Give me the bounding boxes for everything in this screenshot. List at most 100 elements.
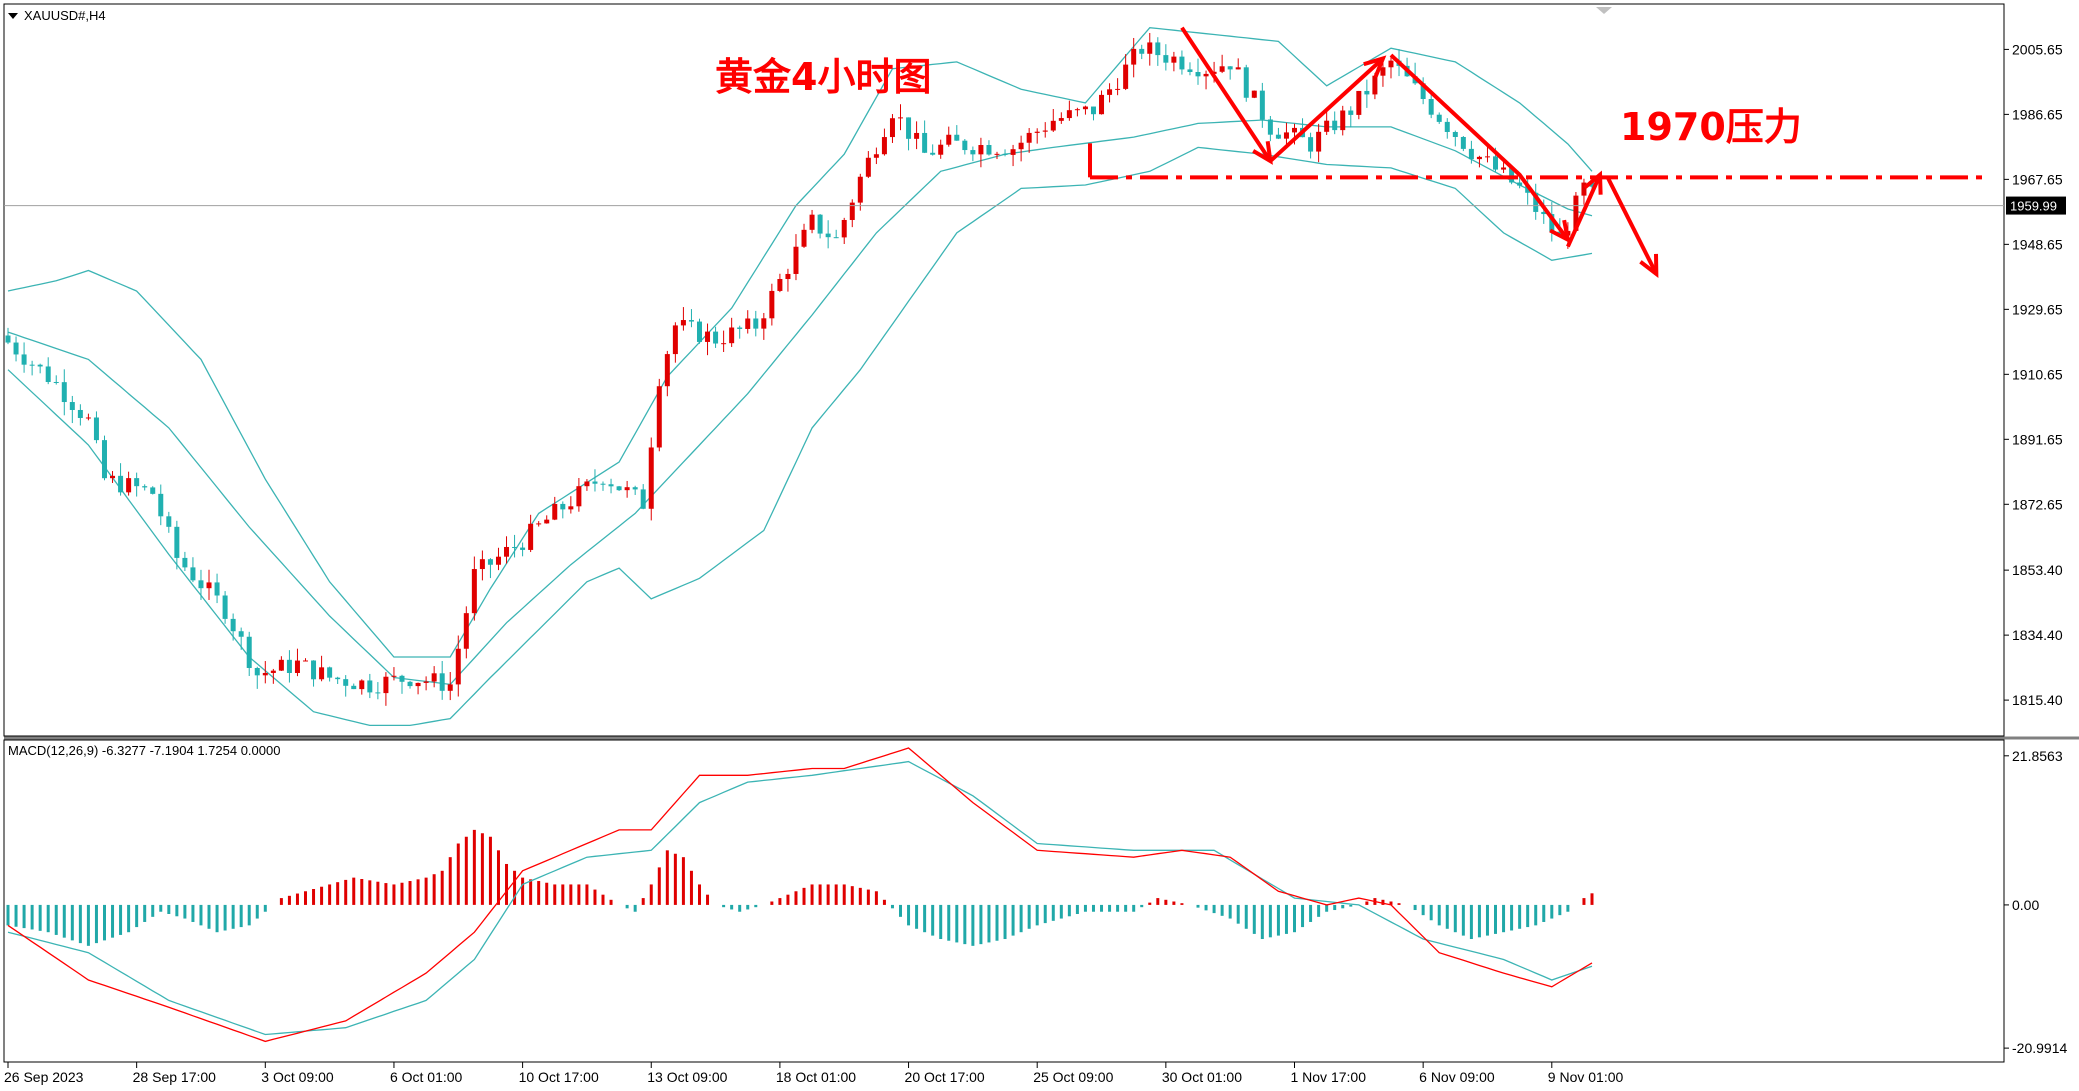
candle-body — [938, 144, 944, 155]
candle-body — [962, 140, 968, 151]
current-price-box — [2006, 196, 2066, 215]
price-tick-label: 1929.65 — [2012, 301, 2063, 317]
candle-body — [1388, 60, 1394, 68]
candle-body — [335, 677, 341, 680]
candle-body — [552, 503, 558, 520]
candle-body — [1203, 73, 1209, 77]
candle-body — [761, 318, 767, 329]
candle-body — [632, 487, 638, 490]
candle-body — [825, 233, 831, 238]
candle-body — [423, 681, 429, 683]
candle-body — [463, 613, 469, 649]
candle-body — [45, 366, 51, 382]
candle-body — [85, 417, 91, 419]
symbol-dropdown-icon[interactable] — [8, 13, 18, 19]
candle-body — [777, 279, 783, 291]
price-tick-label: 1986.65 — [2012, 106, 2063, 122]
candle-body — [1525, 185, 1531, 193]
candle-body — [1251, 90, 1257, 98]
candle-body — [898, 117, 904, 119]
candle-body — [1034, 131, 1040, 133]
bollinger-bands — [7, 27, 1593, 727]
candle-body — [528, 523, 534, 550]
candle-body — [1171, 56, 1177, 63]
price-tick-label: 1872.65 — [2012, 496, 2063, 512]
candle-body — [1484, 156, 1490, 158]
trend-arrow-head — [1363, 55, 1387, 78]
candle-body — [1468, 148, 1474, 160]
candle-body — [479, 559, 485, 570]
candle-body — [5, 335, 11, 343]
candle-body — [118, 475, 124, 493]
candle-body — [1195, 71, 1201, 77]
trend-arrows — [1180, 26, 1659, 279]
candle-body — [640, 489, 646, 509]
candle-body — [1581, 182, 1587, 196]
macd-histogram — [6, 829, 1594, 946]
candle-body — [930, 152, 936, 155]
candle-body — [222, 595, 228, 619]
candle-body — [713, 331, 719, 344]
candle-body — [745, 318, 751, 329]
candle-body — [1476, 156, 1482, 160]
candle-body — [359, 680, 365, 690]
candle-body — [1099, 94, 1105, 115]
scroll-marker-icon[interactable] — [1596, 7, 1612, 14]
candle-body — [1332, 120, 1338, 131]
candle-body — [431, 673, 437, 682]
candle-body — [1018, 142, 1024, 150]
macd-lines — [7, 747, 1593, 1043]
time-tick-label: 20 Oct 17:00 — [905, 1069, 985, 1085]
candle-body — [568, 506, 574, 510]
candle-body — [1139, 48, 1145, 54]
time-tick-label: 3 Oct 09:00 — [261, 1069, 334, 1085]
candle-body — [29, 364, 35, 366]
candle-body — [994, 153, 1000, 155]
time-tick-label: 6 Nov 09:00 — [1419, 1069, 1495, 1085]
candle-body — [881, 137, 887, 155]
candle-body — [1163, 55, 1169, 63]
candle-body — [865, 157, 871, 177]
candle-body — [206, 582, 212, 589]
candle-body — [1155, 42, 1161, 56]
candlesticks — [5, 32, 1595, 706]
candle-body — [415, 682, 421, 687]
trend-arrow-head — [1549, 219, 1571, 244]
time-tick-label: 25 Oct 09:00 — [1033, 1069, 1113, 1085]
candle-body — [536, 523, 542, 525]
candle-body — [399, 675, 405, 682]
candle-body — [1082, 106, 1088, 110]
candle-body — [1123, 64, 1129, 89]
trend-arrow — [1180, 26, 1273, 163]
candle-body — [1227, 66, 1233, 70]
candle-body — [600, 483, 606, 485]
candle-body — [664, 354, 670, 387]
candle-body — [1219, 66, 1225, 72]
candle-body — [495, 556, 501, 565]
time-axis: 26 Sep 2023 28 Sep 17:00 3 Oct 09:00 6 Oct … — [4, 1062, 1624, 1085]
candle-body — [914, 132, 920, 139]
candle-body — [254, 667, 260, 676]
candle-body — [1291, 127, 1297, 133]
macd-axis: 21.8563 0.00 -20.9914 — [2004, 748, 2067, 1056]
candle-body — [1340, 110, 1346, 131]
candle-body — [520, 547, 526, 550]
trend-arrow-head — [1639, 253, 1659, 279]
candle-body — [1267, 119, 1273, 135]
candle-body — [1460, 136, 1466, 149]
candle-body — [69, 402, 75, 410]
candle-body — [801, 229, 807, 247]
trend-arrow — [1566, 173, 1602, 248]
candle-body — [278, 659, 284, 671]
candle-body — [1316, 131, 1322, 152]
candle-body — [1452, 131, 1458, 137]
candle-body — [544, 519, 550, 524]
candle-body — [286, 659, 292, 673]
price-tick-label: 1891.65 — [2012, 431, 2063, 447]
candle-body — [753, 318, 759, 329]
candle-body — [1380, 67, 1386, 76]
candle-body — [21, 354, 27, 365]
candle-body — [1259, 90, 1265, 120]
candle-body — [439, 673, 445, 691]
